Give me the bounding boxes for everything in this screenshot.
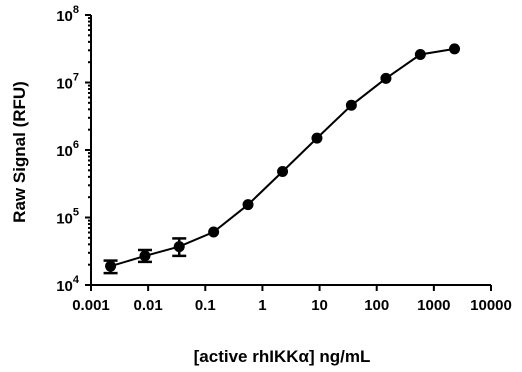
y-tick-exponent: 4: [73, 274, 80, 286]
data-point: [414, 48, 426, 60]
data-point: [277, 166, 289, 178]
y-tick-label: 104: [56, 274, 80, 295]
axes: [90, 15, 491, 286]
y-tick-exponent: 5: [73, 207, 79, 219]
x-tick-label: 0.1: [195, 297, 216, 314]
y-tick-label: 106: [56, 139, 79, 160]
x-tick-label: 0.01: [134, 297, 163, 314]
y-axis-title: Raw Signal (RFU): [10, 81, 29, 223]
y-tick-base: 10: [56, 8, 73, 25]
data-point: [173, 241, 185, 253]
y-tick-base: 10: [56, 143, 73, 160]
series: [103, 43, 461, 275]
data-point: [311, 132, 323, 144]
x-tick-label: 100: [364, 297, 389, 314]
data-point: [208, 226, 220, 238]
x-tick-label: 10000: [470, 297, 512, 314]
y-tick-exponent: 6: [73, 139, 79, 151]
x-tick-label: 1000: [417, 297, 450, 314]
fit-curve: [110, 47, 455, 268]
data-point: [345, 99, 357, 111]
y-tick-base: 10: [56, 76, 73, 93]
data-point: [380, 72, 392, 84]
data-point: [449, 43, 461, 55]
data-point: [242, 199, 254, 211]
y-tick-label: 105: [56, 207, 79, 228]
data-point: [139, 250, 151, 262]
y-tick-exponent: 7: [73, 72, 79, 84]
data-point: [105, 260, 117, 272]
y-tick-base: 10: [56, 278, 73, 295]
y-tick-exponent: 8: [73, 4, 79, 16]
x-axis-title: [active rhIKKα] ng/mL: [194, 347, 371, 366]
y-tick-label: 107: [56, 72, 79, 93]
x-tick-label: 0.001: [72, 297, 110, 314]
y-tick-base: 10: [56, 211, 73, 228]
x-ticks: 0.001 0.01 0.1 1 10 100 1000 10000: [72, 285, 512, 314]
y-tick-label: 108: [56, 4, 79, 25]
x-tick-label: 1: [258, 297, 266, 314]
x-tick-label: 10: [311, 297, 328, 314]
